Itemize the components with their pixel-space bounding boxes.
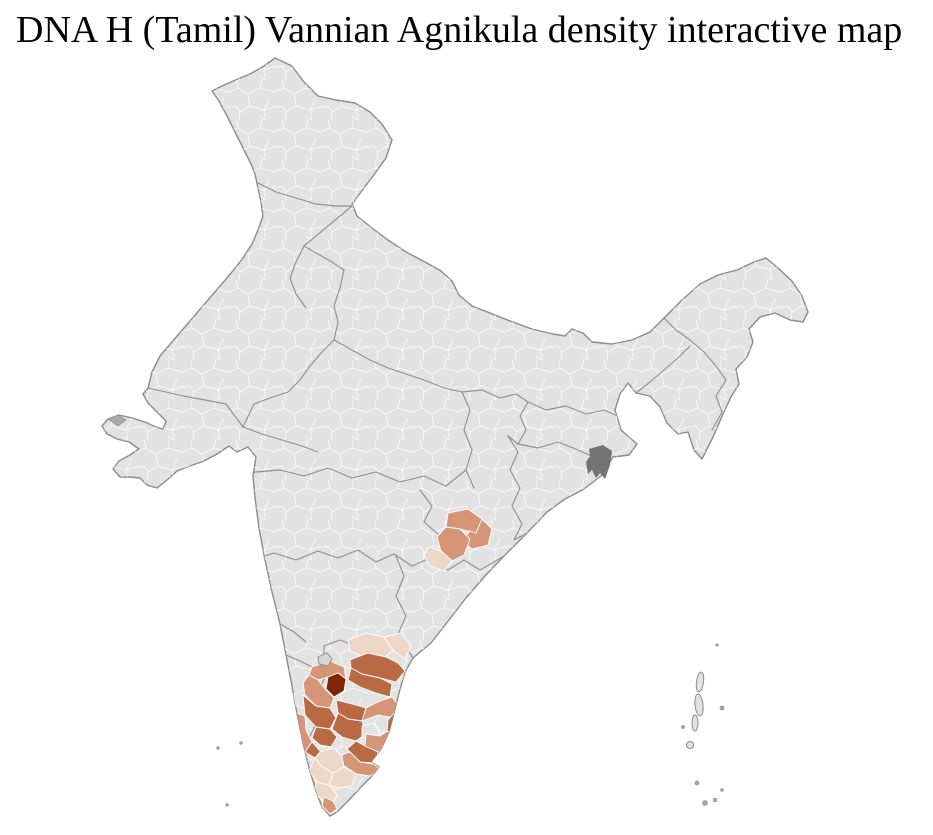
kutch-islet — [107, 414, 127, 427]
district-faint-density[interactable] — [347, 632, 394, 661]
district-medium-density[interactable] — [331, 712, 367, 742]
district-medium-density[interactable] — [347, 667, 393, 698]
district-low-density[interactable] — [436, 526, 471, 562]
island-chains[interactable] — [107, 414, 725, 807]
district-faint-density[interactable] — [328, 766, 357, 789]
density-districts[interactable] — [290, 508, 493, 815]
district-faint-density[interactable] — [383, 632, 412, 660]
district-low-density[interactable] — [361, 696, 400, 722]
city-district-outline[interactable] — [317, 652, 333, 667]
district-faint-density[interactable] — [423, 546, 453, 572]
district-low-density[interactable] — [321, 796, 338, 815]
page-title: DNA H (Tamil) Vannian Agnikula density i… — [16, 9, 903, 51]
sundarbans-delta-patch — [586, 445, 612, 479]
district-highest-density[interactable] — [325, 672, 347, 698]
district-medium-density[interactable] — [302, 694, 337, 730]
district-medium-density[interactable] — [311, 726, 338, 748]
